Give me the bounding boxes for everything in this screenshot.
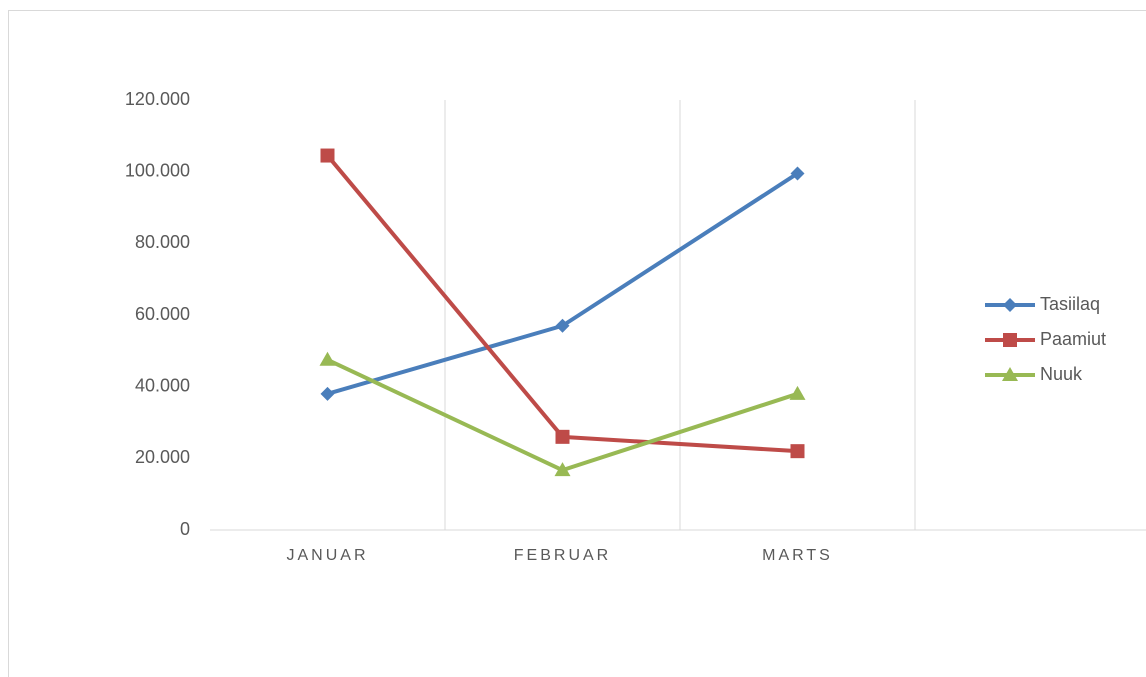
data-point bbox=[319, 351, 336, 366]
legend-marker bbox=[1003, 298, 1017, 312]
legend-label: Tasiilaq bbox=[1040, 294, 1100, 314]
x-tick-label: JANUAR bbox=[286, 547, 368, 564]
chart-frame bbox=[8, 10, 1146, 677]
x-tick-label: FEBRUAR bbox=[514, 547, 611, 564]
data-point bbox=[320, 386, 335, 401]
legend-marker bbox=[1002, 367, 1018, 381]
y-tick-label: 0 bbox=[180, 519, 190, 539]
data-point bbox=[555, 318, 570, 333]
data-point bbox=[790, 444, 805, 459]
y-tick-label: 40.000 bbox=[135, 375, 190, 395]
data-point bbox=[790, 166, 805, 181]
legend-marker bbox=[1003, 333, 1017, 347]
data-point bbox=[555, 429, 570, 444]
x-tick-label: MARTS bbox=[762, 547, 833, 564]
legend-label: Nuuk bbox=[1040, 364, 1083, 384]
y-tick-label: 80.000 bbox=[135, 232, 190, 252]
y-tick-label: 20.000 bbox=[135, 447, 190, 467]
data-point bbox=[554, 462, 571, 477]
data-point bbox=[789, 385, 806, 400]
data-point bbox=[320, 148, 335, 163]
legend-label: Paamiut bbox=[1040, 329, 1106, 349]
y-tick-label: 120.000 bbox=[125, 89, 190, 109]
y-tick-label: 60.000 bbox=[135, 304, 190, 324]
y-tick-label: 100.000 bbox=[125, 160, 190, 180]
